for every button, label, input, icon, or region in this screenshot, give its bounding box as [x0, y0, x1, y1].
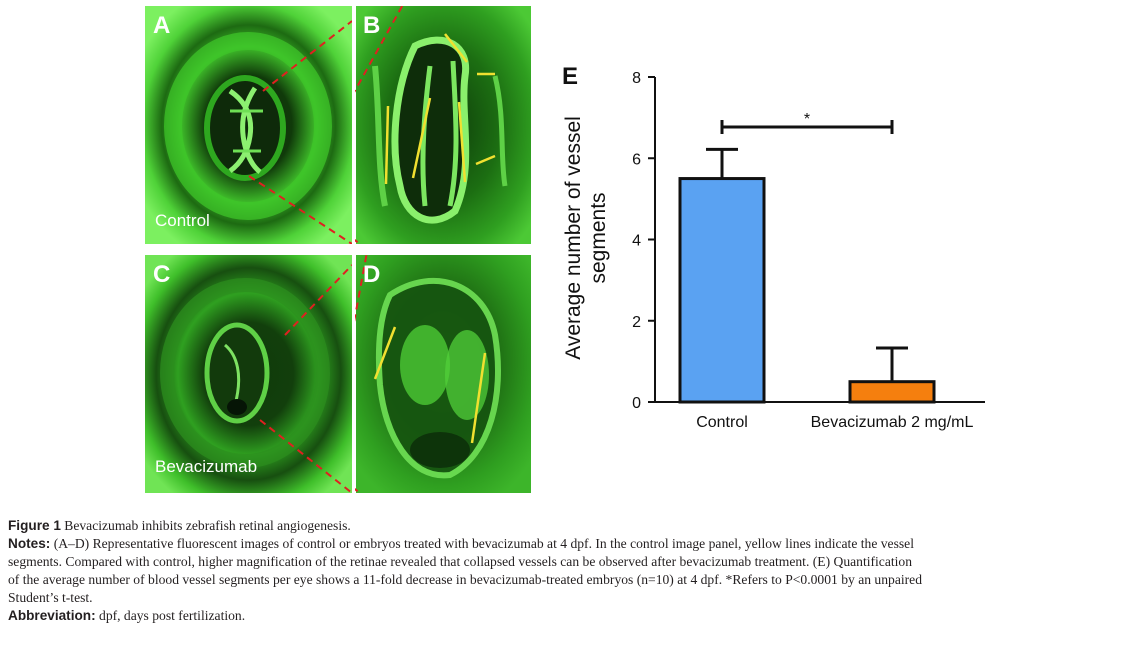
panel-c-bevacizumab-image: C Bevacizumab	[145, 255, 352, 493]
y-axis-label-line-2: segments	[587, 192, 610, 283]
panel-c-fluorescent-eye	[145, 255, 352, 493]
y-tick-label: 6	[632, 151, 641, 168]
abbreviation-line: Abbreviation: dpf, days post fertilizati…	[8, 607, 1122, 625]
panel-a-fluorescent-eye	[145, 6, 352, 244]
panel-d-magnified-image: D	[355, 255, 531, 493]
figure-caption: Figure 1 Bevacizumab inhibits zebrafish …	[8, 517, 1122, 625]
panel-a-caption: Control	[155, 211, 210, 230]
y-tick-label: 0	[632, 395, 641, 412]
notes-line-2: segments. Compared with control, higher …	[8, 554, 913, 569]
panel-d-fluorescent-retina	[355, 255, 531, 493]
panel-b-magnified-image: B	[355, 6, 531, 244]
y-tick-label: 4	[632, 233, 641, 250]
panel-b-label: B	[363, 12, 381, 39]
notes-line-3: of the average number of blood vessel se…	[8, 572, 922, 587]
panel-c-label: C	[153, 261, 171, 288]
abbreviation-label: Abbreviation:	[8, 608, 96, 623]
panel-d-label: D	[363, 261, 381, 288]
notes-label: Notes:	[8, 536, 51, 551]
figure-label: Figure 1	[8, 518, 61, 533]
significance-star: *	[804, 111, 810, 128]
panel-e-label: E	[562, 63, 578, 90]
panel-a-label: A	[153, 12, 171, 39]
bar-control	[678, 177, 766, 404]
x-category-label: Bevacizumab 2 mg/mL	[811, 414, 974, 431]
panel-b-fluorescent-retina	[355, 6, 531, 244]
y-axis-label-line-1: Average number of vessel	[562, 116, 585, 360]
notes-line-4: Student’s t-test.	[8, 590, 93, 605]
bar-chart-vessel-segments: E Average number of vessel segments 0 2 4 6…	[562, 63, 985, 431]
abbreviation-text: dpf, days post fertilization.	[99, 608, 246, 623]
bar-bevacizumab	[848, 380, 936, 404]
figure-title-line: Figure 1 Bevacizumab inhibits zebrafish …	[8, 517, 1122, 535]
y-tick-label: 2	[632, 314, 641, 331]
notes-paragraph: Notes: (A–D) Representative fluorescent …	[8, 535, 1122, 607]
panel-a-control-image: A Control	[145, 6, 352, 244]
notes-text-1: (A–D) Representative fluorescent images …	[53, 536, 914, 551]
x-category-label: Control	[696, 414, 748, 431]
y-tick-label: 8	[632, 70, 641, 87]
panel-c-caption: Bevacizumab	[155, 457, 258, 476]
y-axis-label: Average number of vessel segments	[562, 116, 610, 360]
notes-line-1: Notes: (A–D) Representative fluorescent …	[8, 535, 1122, 553]
figure-title: Bevacizumab inhibits zebrafish retinal a…	[64, 518, 351, 533]
